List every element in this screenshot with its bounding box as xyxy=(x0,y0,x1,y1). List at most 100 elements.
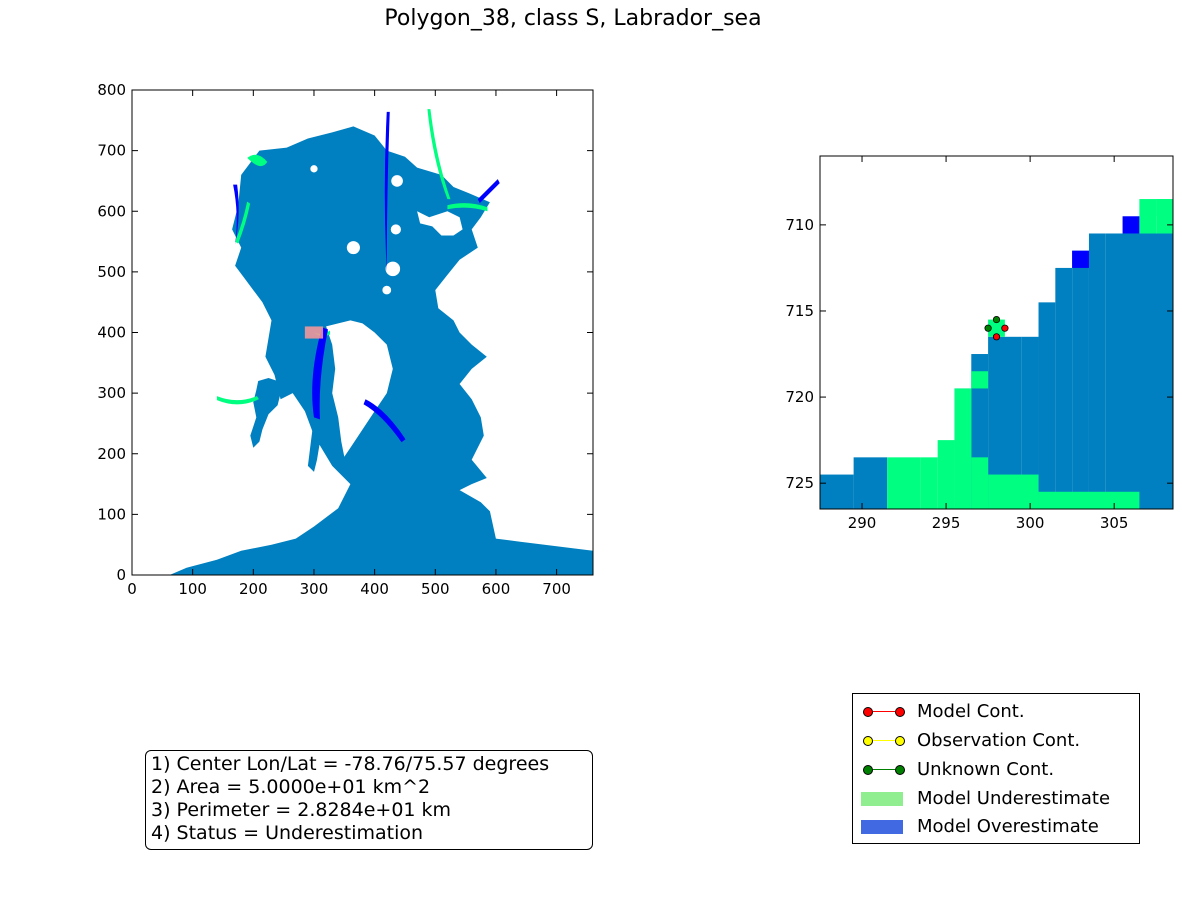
legend-line-unknown xyxy=(867,769,901,770)
contour-point-unknown-1 xyxy=(992,315,1001,324)
highlighted-polygon-region xyxy=(304,326,324,339)
underestimate-cell-2 xyxy=(937,440,955,509)
underestimate-patch-2 xyxy=(235,201,251,244)
zoom-ytick-label: 720 xyxy=(785,388,814,406)
underestimate-cell-col xyxy=(954,388,972,458)
info-center: 1) Center Lon/Lat = -78.76/75.57 degrees xyxy=(151,753,550,775)
legend-patch-underestimate xyxy=(861,792,903,806)
legend-item-unknown-cont: Unknown Cont. xyxy=(859,758,1135,782)
overview-xtick-label: 600 xyxy=(482,580,511,598)
overestimate-patch-4 xyxy=(233,184,239,245)
underestimate-cell-8 xyxy=(1139,199,1157,234)
overview-xtick-label: 700 xyxy=(542,580,571,598)
legend-label-observation-cont: Observation Cont. xyxy=(917,730,1081,751)
legend-marker-unknown-right xyxy=(895,765,905,775)
overestimate-cell-1 xyxy=(1072,250,1089,268)
underestimate-cell-10 xyxy=(1156,199,1173,217)
underestimate-cell-4 xyxy=(971,371,989,389)
ocean-column-6 xyxy=(1072,250,1089,509)
zoom-ytick-label: 710 xyxy=(785,216,814,234)
overview-map-plot: 0 100 200 300 400 500 600 700 0 100 200 300 400 500 60… xyxy=(97,81,594,598)
underestimate-patch-3 xyxy=(216,396,259,405)
ocean-hudson-bay xyxy=(250,378,281,448)
ocean-column-8 xyxy=(1105,233,1173,510)
zoom-ytick-label: 715 xyxy=(785,302,814,320)
greenland-land xyxy=(326,320,393,457)
ocean-baffin-bay xyxy=(307,320,342,472)
legend-line-observation xyxy=(867,740,901,741)
overview-map-layer xyxy=(132,90,593,576)
island-4 xyxy=(382,285,392,295)
ocean-column-4 xyxy=(1038,302,1056,509)
ocean-column-3 xyxy=(1021,336,1039,509)
overview-ytick-label: 0 xyxy=(116,566,126,584)
overview-ytick-label: 200 xyxy=(97,445,126,463)
legend-marker-unknown-left xyxy=(863,765,873,775)
overestimate-patch-3 xyxy=(477,179,500,204)
contour-point-model-2 xyxy=(1001,324,1009,332)
zoom-ytick-label: 725 xyxy=(785,474,814,492)
contour-point-unknown-0 xyxy=(984,324,992,332)
legend-item-model-cont: Model Cont. xyxy=(859,700,1135,724)
overview-ytick-label: 800 xyxy=(97,81,126,99)
underestimate-cell-11 xyxy=(988,319,1005,337)
overview-xtick-label: 200 xyxy=(239,580,268,598)
underestimate-patch-4 xyxy=(447,203,488,212)
figure-title: Polygon_38, class S, Labrador_sea xyxy=(384,6,762,31)
legend-marker-model-left xyxy=(863,707,873,717)
legend: Model Cont. Observation Cont. Unknown Co… xyxy=(852,693,1140,844)
polygon-info-box: 1) Center Lon/Lat = -78.76/75.57 degrees… xyxy=(145,750,593,850)
overestimate-cell-2 xyxy=(1122,216,1140,234)
zoom-xtick-label: 300 xyxy=(1016,514,1045,532)
underestimate-cell-6 xyxy=(988,474,1039,509)
legend-item-model-underestimate: Model Underestimate xyxy=(859,787,1135,811)
overview-ytick-label: 500 xyxy=(97,263,126,281)
underestimate-cell-0 xyxy=(887,457,921,509)
overview-xtick-label: 0 xyxy=(127,580,137,598)
legend-marker-observation-left xyxy=(863,736,873,746)
zoom-xtick-label: 290 xyxy=(848,514,877,532)
zoom-xtick-label: 305 xyxy=(1100,514,1129,532)
legend-label-model-cont: Model Cont. xyxy=(917,701,1025,722)
legend-item-model-overestimate: Model Overestimate xyxy=(859,815,1135,839)
legend-item-observation-cont: Observation Cont. xyxy=(859,729,1135,753)
overview-xtick-label: 400 xyxy=(360,580,389,598)
info-status: 4) Status = Underestimation xyxy=(151,822,424,844)
info-perimeter: 3) Perimeter = 2.8284e+01 km xyxy=(151,799,452,821)
underestimate-cell-5 xyxy=(971,457,989,509)
overview-ytick-label: 700 xyxy=(97,142,126,160)
overview-ytick-label: 100 xyxy=(97,505,126,523)
legend-patch-overestimate xyxy=(861,820,903,834)
island-1 xyxy=(390,224,401,235)
contour-point-model-3 xyxy=(992,333,1001,341)
legend-marker-observation-right xyxy=(895,736,905,746)
overview-xtick-label: 100 xyxy=(178,580,207,598)
overview-xtick-label: 300 xyxy=(300,580,329,598)
legend-label-model-overestimate: Model Overestimate xyxy=(917,816,1099,837)
info-area: 2) Area = 5.0000e+01 km^2 xyxy=(151,776,431,798)
island-3 xyxy=(385,261,401,277)
land-northeast xyxy=(417,211,463,236)
overview-ytick-label: 300 xyxy=(97,384,126,402)
ocean-column-5 xyxy=(1055,267,1073,509)
island-2 xyxy=(391,175,403,187)
legend-line-model xyxy=(867,711,901,712)
underestimate-patch-5 xyxy=(427,109,451,200)
overview-ytick-label: 400 xyxy=(97,324,126,342)
island-0 xyxy=(346,241,360,255)
zoom-map-plot: 290 295 300 305 710 715 720 725 xyxy=(785,155,1174,532)
legend-marker-model-right xyxy=(895,707,905,717)
underestimate-patch-1 xyxy=(247,154,268,167)
legend-label-model-underestimate: Model Underestimate xyxy=(917,788,1111,809)
ocean-cell-left-a xyxy=(820,474,854,509)
legend-label-unknown-cont: Unknown Cont. xyxy=(917,759,1055,780)
underestimate-cell-1 xyxy=(920,457,938,509)
underestimate-cell-7 xyxy=(1038,491,1140,509)
overview-ytick-label: 600 xyxy=(97,202,126,220)
ocean-cell-left-b xyxy=(853,457,888,509)
zoom-map-layer xyxy=(820,156,1173,510)
overestimate-patch-2 xyxy=(363,399,406,443)
overestimate-patch-5 xyxy=(384,111,390,272)
zoom-frame xyxy=(819,155,1174,510)
overestimate-patch-1 xyxy=(312,327,328,420)
